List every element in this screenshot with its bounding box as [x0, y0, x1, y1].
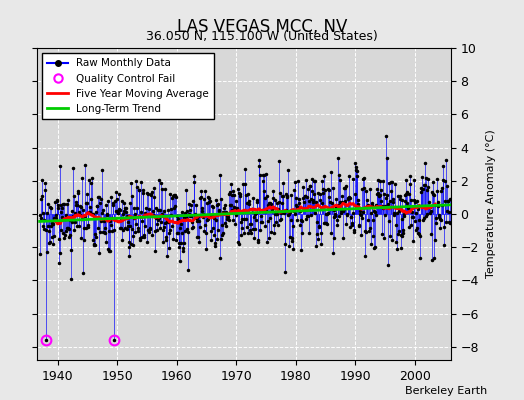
Text: 36.050 N, 115.100 W (United States): 36.050 N, 115.100 W (United States) [146, 30, 378, 43]
Text: LAS VEGAS MCC, NV: LAS VEGAS MCC, NV [177, 18, 347, 36]
Legend: Raw Monthly Data, Quality Control Fail, Five Year Moving Average, Long-Term Tren: Raw Monthly Data, Quality Control Fail, … [42, 53, 214, 119]
Text: Berkeley Earth: Berkeley Earth [405, 386, 487, 396]
Y-axis label: Temperature Anomaly (°C): Temperature Anomaly (°C) [486, 130, 496, 278]
